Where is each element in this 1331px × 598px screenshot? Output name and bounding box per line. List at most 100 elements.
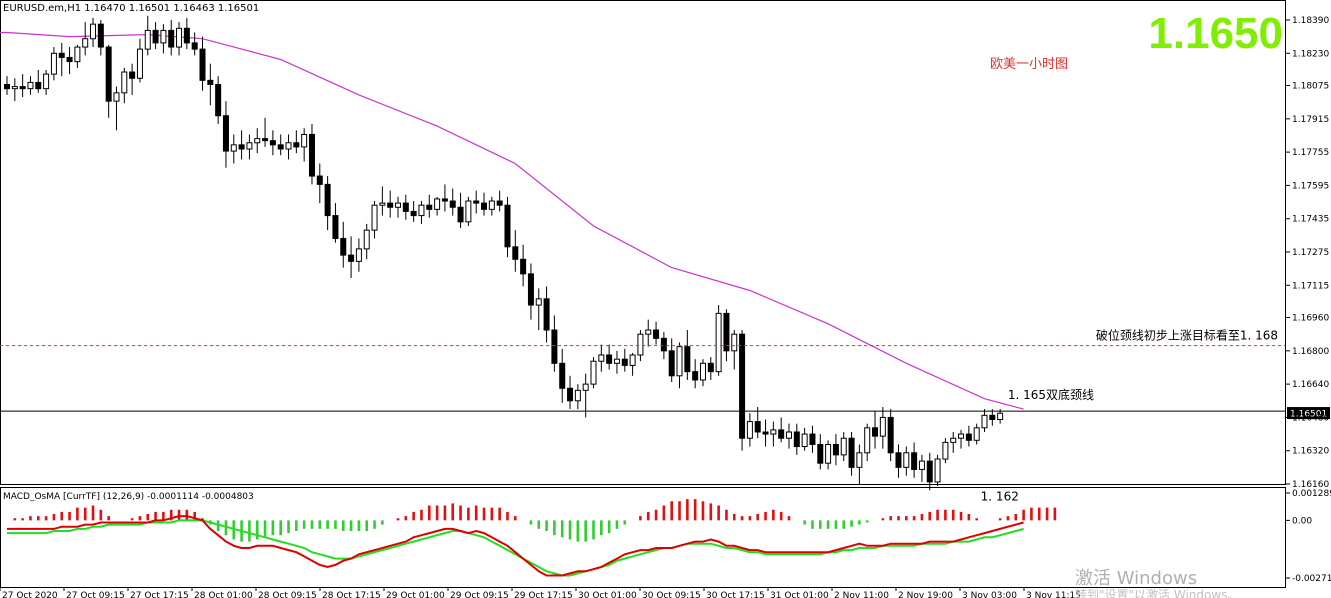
- price-tick-label: 1.18230: [1292, 49, 1329, 59]
- time-tick-label: 28 Oct 01:00: [194, 591, 253, 598]
- candle-body-bearish: [989, 414, 996, 420]
- candle-body-bullish: [254, 138, 261, 144]
- candle-body-bearish: [911, 452, 918, 470]
- candle-body-bearish: [324, 183, 331, 217]
- candle-body-bearish: [316, 175, 323, 185]
- windows-watermark-sub: 转到"设置"以激活 Windows。: [1075, 587, 1239, 598]
- time-tick-label: 31 Oct 01:00: [770, 591, 829, 598]
- candle-body-bullish: [50, 52, 57, 75]
- candle-body-bullish: [973, 427, 980, 441]
- candle-body-bearish: [129, 71, 136, 79]
- candle-body-bullish: [574, 389, 581, 402]
- price-tick-label: 1.17115: [1292, 281, 1329, 291]
- macd-axis: 0.0012896 0.00 -0.0027161: [1285, 489, 1331, 584]
- candle-body-bearish: [387, 202, 394, 208]
- candle-body-bearish: [668, 350, 675, 377]
- candle-body-bearish: [621, 358, 628, 366]
- candle-body-bearish: [481, 202, 488, 210]
- candle-body-bullish: [90, 23, 97, 40]
- candle-body-bearish: [199, 48, 206, 81]
- candle-body-bullish: [488, 200, 495, 210]
- candle-body-bearish: [277, 144, 284, 150]
- candle-body-bullish: [535, 298, 542, 306]
- candle-body-bearish: [817, 443, 824, 464]
- candle-body-bearish: [308, 133, 315, 177]
- candle-body-bearish: [426, 204, 433, 210]
- candle-body-bearish: [527, 273, 534, 306]
- macd-tick-label: -0.0027161: [1292, 574, 1331, 584]
- price-tick-label: 1.16960: [1292, 314, 1329, 324]
- candle-body-bearish: [35, 81, 42, 90]
- candle-body-bullish: [355, 248, 362, 262]
- price-tick-label: 1.17435: [1292, 215, 1329, 225]
- candle-body-bearish: [269, 140, 276, 146]
- time-tick-label: 29 Oct 01:00: [386, 591, 445, 598]
- candle-body-bullish: [637, 333, 644, 356]
- candle-body-bearish: [926, 460, 933, 483]
- time-tick-label: 3 Nov 03:00: [962, 591, 1017, 598]
- moving-average-line: [0, 31, 1024, 410]
- candle-body-bearish: [4, 84, 10, 90]
- candle-body-bearish: [449, 200, 456, 208]
- candle-body-bearish: [340, 237, 347, 256]
- candle-body-bearish: [653, 329, 660, 339]
- candle-body-bullish: [950, 437, 957, 443]
- time-tick-label: 28 Oct 09:15: [258, 591, 317, 598]
- candle-body-bearish: [832, 443, 839, 456]
- candle-body-bullish: [645, 329, 652, 335]
- macd-line: [7, 515, 1024, 577]
- candle-body-bearish: [559, 362, 566, 389]
- candle-body-bullish: [958, 433, 965, 439]
- candle-body-bullish: [82, 38, 89, 48]
- candle-body-bearish: [965, 433, 972, 441]
- candle-body-bullish: [113, 92, 120, 102]
- time-axis: 27 Oct 2020 27 Oct 09:15 27 Oct 17:15 28 Oc…: [0, 587, 1081, 598]
- candle-body-bullish: [230, 144, 237, 152]
- candle-body-bearish: [262, 138, 269, 142]
- candle-body-bearish: [762, 431, 769, 435]
- price-tick-label: 1.18390: [1292, 16, 1329, 26]
- candle-body-bearish: [723, 312, 730, 352]
- candle-body-bearish: [512, 246, 519, 260]
- candle-body-bullish: [11, 86, 18, 90]
- candle-body-bullish: [864, 427, 871, 454]
- candle-body-bearish: [567, 387, 574, 402]
- time-tick-label: 30 Oct 09:15: [642, 591, 701, 598]
- candlestick-series: [4, 15, 1004, 491]
- candle-body-bearish: [754, 421, 761, 433]
- candle-body-bearish: [402, 202, 409, 212]
- time-tick-label: 27 Oct 09:15: [66, 591, 125, 598]
- candle-body-bullish: [903, 452, 910, 468]
- windows-watermark: 激活 Windows: [1075, 568, 1197, 589]
- candle-body-bullish: [825, 443, 832, 464]
- candle-body-bullish: [285, 142, 292, 150]
- candle-body-bullish: [629, 354, 636, 366]
- time-tick-label: 29 Oct 09:15: [450, 591, 509, 598]
- candle-body-bearish: [215, 84, 222, 117]
- candle-body-bearish: [238, 144, 245, 150]
- macd-indicator: [7, 499, 1057, 577]
- macd-tick-label: 0.0012896: [1292, 489, 1331, 499]
- target-line-label: 破位颈线初步上涨目标看至1. 168: [1096, 328, 1278, 343]
- price-tick-label: 1.16800: [1292, 347, 1329, 357]
- candle-body-bearish: [606, 354, 613, 364]
- candle-body-bearish: [183, 27, 190, 44]
- candle-body-bullish: [801, 433, 808, 448]
- time-tick-label: 29 Oct 17:15: [514, 591, 573, 598]
- candle-body-bearish: [293, 142, 300, 148]
- candle-body-bullish: [613, 358, 620, 364]
- candle-body-bullish: [731, 333, 738, 352]
- candle-body-bearish: [793, 431, 800, 448]
- candle-body-bearish: [496, 200, 503, 206]
- candle-body-bullish: [144, 29, 151, 50]
- ma-line-path: [0, 31, 1024, 410]
- candle-body-bearish: [520, 258, 527, 275]
- candle-body-bearish: [551, 329, 558, 364]
- candle-body-bearish: [58, 52, 65, 58]
- horizontal-lines[interactable]: 破位颈线初步上涨目标看至1. 168 1. 165双底颈线 1.16501 1. 16…: [0, 328, 1330, 504]
- candle-body-bullish: [363, 229, 370, 250]
- candle-body-bullish: [160, 29, 167, 44]
- price-tick-label: 1.17915: [1292, 115, 1329, 125]
